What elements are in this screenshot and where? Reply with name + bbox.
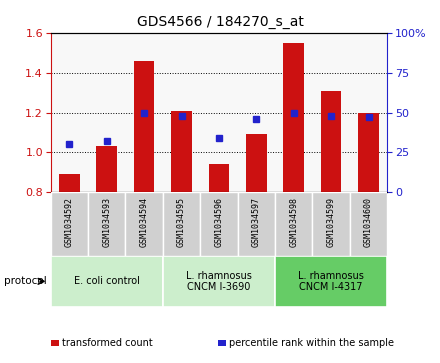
Text: E. coli control: E. coli control <box>74 276 139 286</box>
Bar <box>171 110 192 192</box>
Text: GSM1034592: GSM1034592 <box>65 197 74 248</box>
Bar <box>275 192 312 256</box>
Bar <box>275 256 387 307</box>
Text: GSM1034595: GSM1034595 <box>177 197 186 248</box>
Bar <box>321 90 341 192</box>
Bar <box>51 256 163 307</box>
Text: transformed count: transformed count <box>62 338 153 348</box>
Bar <box>88 192 125 256</box>
Bar <box>209 164 229 192</box>
Bar <box>200 192 238 256</box>
Text: GSM1034598: GSM1034598 <box>289 197 298 248</box>
Text: GSM1034594: GSM1034594 <box>139 197 149 248</box>
Bar <box>51 192 88 256</box>
Bar <box>163 192 200 256</box>
Bar <box>96 146 117 192</box>
Text: L. rhamnosus
CNCM I-4317: L. rhamnosus CNCM I-4317 <box>298 270 364 292</box>
Text: GDS4566 / 184270_s_at: GDS4566 / 184270_s_at <box>136 15 304 29</box>
Text: L. rhamnosus
CNCM I-3690: L. rhamnosus CNCM I-3690 <box>186 270 252 292</box>
Bar <box>312 192 350 256</box>
Bar <box>358 113 379 192</box>
Text: GSM1034597: GSM1034597 <box>252 197 261 248</box>
Text: GSM1034596: GSM1034596 <box>214 197 224 248</box>
Bar <box>163 256 275 307</box>
Text: GSM1034593: GSM1034593 <box>102 197 111 248</box>
Text: GSM1034600: GSM1034600 <box>364 197 373 248</box>
Bar <box>59 174 80 192</box>
Text: percentile rank within the sample: percentile rank within the sample <box>229 338 394 348</box>
Text: GSM1034599: GSM1034599 <box>326 197 336 248</box>
Bar <box>350 192 387 256</box>
Bar <box>246 134 267 192</box>
Bar <box>283 42 304 192</box>
Bar <box>134 61 154 192</box>
Bar <box>238 192 275 256</box>
Text: protocol: protocol <box>4 276 47 286</box>
Bar <box>125 192 163 256</box>
